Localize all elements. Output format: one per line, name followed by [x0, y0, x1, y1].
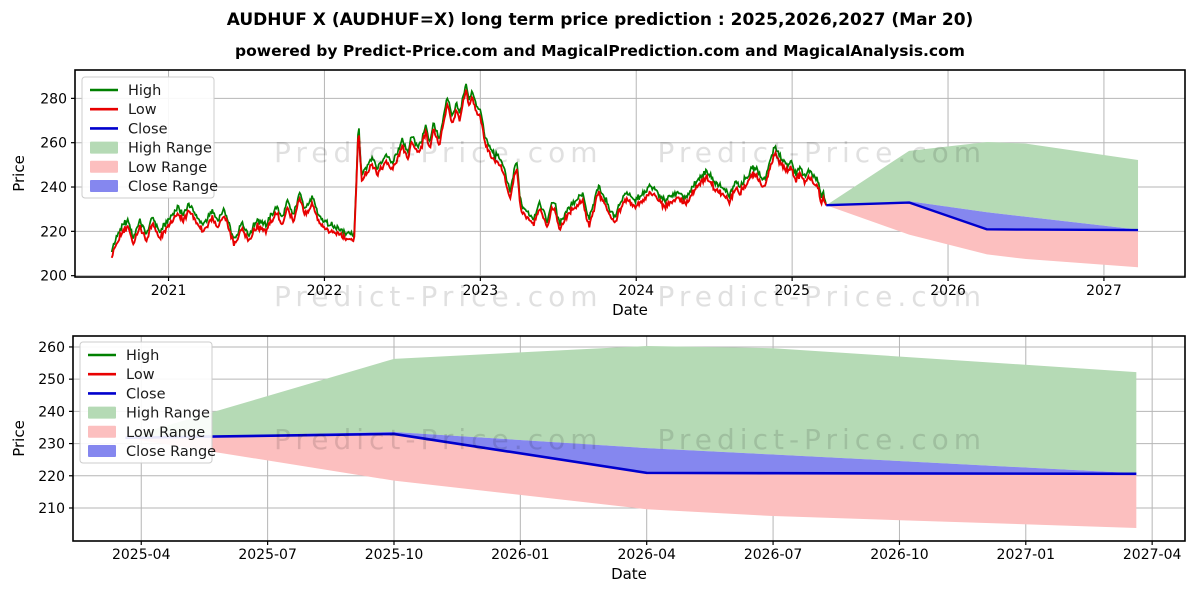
legend: High Low Close High Range Low Range Close Ran…	[79, 341, 216, 464]
close-line	[125, 432, 1137, 476]
legend-swatch-close-range	[90, 180, 118, 192]
x-tick-label: 2027	[1086, 283, 1122, 299]
low-line	[110, 89, 828, 259]
legend-swatch-low-range	[90, 160, 118, 173]
page-title: AUDHUF X (AUDHUF=X) long term price pred…	[226, 10, 974, 30]
y-tick-label: 200	[40, 269, 67, 285]
x-tick-label: 2027-04	[1123, 547, 1182, 563]
y-tick-label: 220	[40, 224, 67, 240]
legend-label: Close Range	[126, 444, 216, 460]
plot-frame	[72, 335, 1186, 542]
x-tick-label: 2026	[930, 283, 966, 299]
x-tick-label: 2024	[618, 283, 654, 299]
x-tick-label: 2026-01	[491, 547, 550, 563]
axis-label-price: Price	[10, 420, 28, 457]
x-tick-label: 2025	[774, 283, 810, 299]
legend-label: Low Range	[128, 160, 207, 176]
y-tick-label: 220	[38, 469, 65, 485]
legend-swatch-high-range	[90, 141, 118, 154]
axes: 2021 2022 2023 2024 2025 2026 2027 200 220 240 260…	[10, 91, 1122, 319]
legend-label: Low	[128, 102, 157, 118]
axis-label-date: Date	[612, 301, 648, 319]
x-tick-label: 2025-04	[112, 547, 171, 563]
legend-label: Close	[128, 121, 168, 137]
x-tick-label: 2026-07	[744, 547, 803, 563]
close-range-band	[125, 431, 1137, 474]
legend-label: High	[128, 83, 161, 99]
legend-swatch-low-range	[88, 425, 116, 438]
y-tick-label: 250	[38, 372, 65, 388]
high-range-band	[125, 345, 1137, 474]
x-tick-label: 2025-07	[238, 547, 297, 563]
plot-frame	[74, 69, 1186, 278]
x-tick-label: 2023	[463, 283, 499, 299]
low-range-band	[826, 202, 1139, 268]
y-tick-label: 240	[38, 404, 65, 420]
price-history-chart: 2021 2022 2023 2024 2025 2026 2027 200 220 240 260…	[10, 69, 1186, 319]
high-line	[110, 83, 828, 253]
legend-label: Close	[126, 386, 166, 402]
axis-label-date: Date	[611, 565, 647, 583]
y-tick-label: 240	[40, 180, 67, 196]
x-tick-label: 2027-01	[997, 547, 1056, 563]
x-tick-label: 2025-10	[365, 547, 424, 563]
legend-label: High Range	[126, 406, 210, 422]
legend-label: High Range	[128, 141, 212, 157]
x-tick-label: 2026-04	[617, 547, 676, 563]
x-tick-label: 2026-10	[870, 547, 929, 563]
y-tick-label: 260	[40, 136, 67, 152]
x-tick-label: 2022	[307, 283, 343, 299]
legend-label: Close Range	[128, 179, 218, 195]
x-tick-label: 2021	[151, 283, 187, 299]
y-tick-label: 210	[38, 501, 65, 517]
axis-label-price: Price	[10, 155, 28, 192]
legend-label: High	[126, 348, 159, 364]
close-range-band	[826, 201, 1139, 231]
legend: High Low Close High Range Low Range Close Ran…	[81, 76, 218, 199]
legend-swatch-high-range	[88, 406, 116, 419]
y-tick-label: 230	[38, 437, 65, 453]
y-tick-label: 260	[38, 340, 65, 356]
legend-label: Low	[126, 367, 155, 383]
y-tick-label: 280	[40, 91, 67, 107]
legend-label: Low Range	[126, 425, 205, 441]
legend-swatch-close-range	[88, 445, 116, 457]
high-range-band	[826, 142, 1139, 230]
axes: 2025-04 2025-07 2025-10 2026-01 2026-04 2026-…	[10, 340, 1181, 583]
close-line	[826, 201, 1139, 232]
low-range-band	[125, 433, 1137, 528]
page-subtitle: powered by Predict-Price.com and Magical…	[235, 42, 965, 60]
